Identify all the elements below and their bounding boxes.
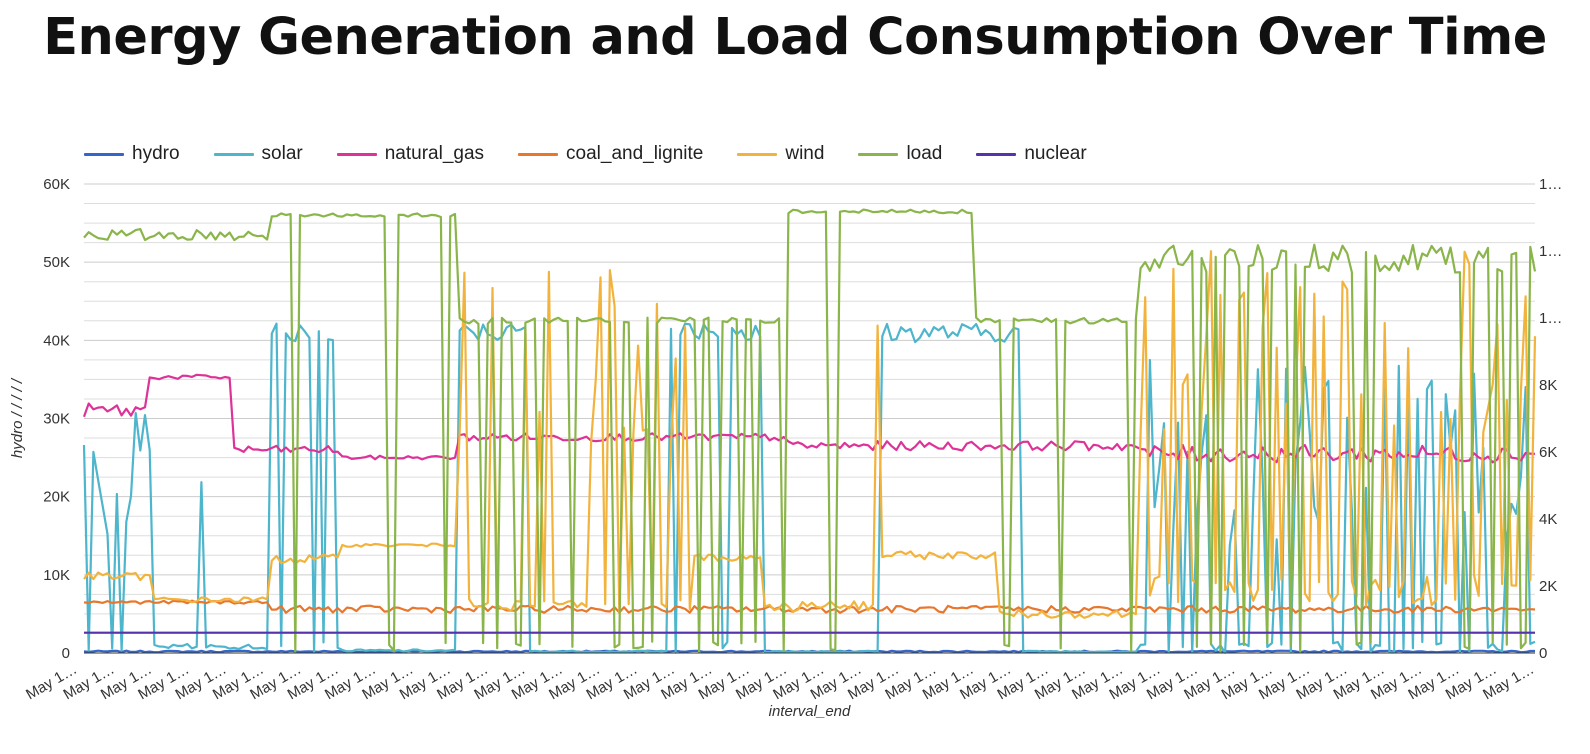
- y2-tick-label: 0: [1539, 645, 1547, 662]
- y2-tick-label: 1…: [1539, 310, 1562, 327]
- series-line-coal_and_lignite: [83, 599, 1536, 614]
- legend-swatch: [976, 152, 1017, 156]
- y-tick-label: 0: [62, 645, 70, 662]
- y-axis-ticks: 0 10K 20K 30K 40K 50K 60K: [43, 176, 70, 662]
- y-axis-title: hydro / / / / /: [9, 377, 26, 458]
- series-lines: [82, 208, 1537, 654]
- y2-tick-label: 6K: [1539, 444, 1557, 461]
- y-tick-label: 20K: [43, 489, 70, 506]
- legend-swatch: [84, 152, 124, 156]
- x-axis-ticks: May 1…May 1…May 1…May 1…May 1…May 1…May …: [23, 661, 1537, 704]
- y-tick-label: 10K: [43, 567, 70, 584]
- legend-label: wind: [785, 143, 825, 164]
- legend-label: natural_gas: [384, 143, 485, 164]
- series-line-wind: [83, 250, 1537, 619]
- secondary-y-axis-ticks: 0 2K 4K 6K 8K 1… 1… 1…: [1539, 176, 1562, 662]
- y2-tick-label: 8K: [1539, 377, 1557, 394]
- y2-tick-label: 4K: [1539, 511, 1557, 528]
- chart-title: Energy Generation and Load Consumption O…: [43, 8, 1547, 67]
- legend-swatch: [858, 152, 899, 156]
- legend-item-wind[interactable]: wind: [737, 143, 824, 165]
- series-line-load: [83, 208, 1537, 654]
- y-tick-label: 40K: [43, 332, 70, 349]
- legend-label: solar: [261, 143, 303, 164]
- y-tick-label: 50K: [43, 254, 70, 271]
- legend-label: load: [906, 143, 943, 164]
- legend-swatch: [213, 152, 254, 156]
- gridlines: [84, 183, 1535, 634]
- legend-label: hydro: [132, 143, 180, 164]
- y-tick-label: 60K: [43, 176, 70, 193]
- legend-label: coal_and_lignite: [566, 143, 704, 164]
- legend-item-natural_gas[interactable]: natural_gas: [336, 143, 485, 165]
- series-line-solar: [82, 322, 1536, 654]
- legend-swatch: [518, 152, 559, 156]
- legend-item-solar[interactable]: solar: [213, 143, 303, 165]
- legend-swatch: [737, 152, 778, 156]
- legend-label: nuclear: [1024, 143, 1087, 164]
- legend-item-coal_and_lignite[interactable]: coal_and_lignite: [518, 143, 703, 165]
- y2-tick-label: 1…: [1539, 243, 1562, 260]
- legend-item-nuclear[interactable]: nuclear: [976, 143, 1087, 165]
- legend-item-load[interactable]: load: [858, 143, 942, 165]
- y-tick-label: 30K: [43, 411, 70, 428]
- legend-swatch: [336, 152, 377, 156]
- legend-item-hydro[interactable]: hydro: [84, 143, 180, 165]
- y2-tick-label: 1…: [1539, 176, 1562, 193]
- chart-legend: hydro solar natural_gas coal_and_lignite win…: [84, 142, 1121, 166]
- y2-tick-label: 2K: [1539, 578, 1557, 595]
- x-axis-title: interval_end: [769, 703, 851, 720]
